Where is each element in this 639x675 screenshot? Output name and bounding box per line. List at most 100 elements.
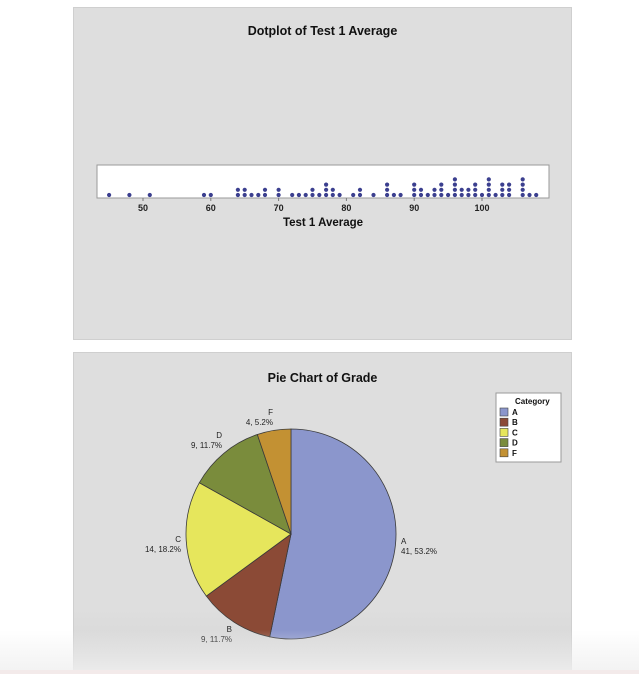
legend-swatch-f xyxy=(499,448,509,458)
dot xyxy=(324,192,329,198)
x-tick-label: 50 xyxy=(138,203,148,213)
dot xyxy=(486,177,491,182)
legend-swatch-d xyxy=(499,438,509,447)
pie-label-f-value: 4, 5.2% xyxy=(246,418,273,427)
dot xyxy=(486,187,491,192)
dot xyxy=(385,192,390,198)
dot xyxy=(459,192,464,198)
pie-panel: Pie Chart of Grade A 41, 53.2% B 9, 11.7… xyxy=(73,352,572,674)
pie-label-d: D 9, 11.7% xyxy=(191,431,222,450)
dot xyxy=(330,192,335,198)
dot xyxy=(446,192,451,198)
dot xyxy=(500,182,505,187)
dot xyxy=(127,192,132,198)
dot xyxy=(330,187,335,192)
dot xyxy=(500,187,505,192)
legend-label-d: D xyxy=(512,439,518,448)
dot xyxy=(147,192,152,198)
dot xyxy=(507,187,512,192)
dot xyxy=(473,192,478,198)
x-tick-label: 80 xyxy=(341,203,351,213)
legend-swatch-c xyxy=(499,428,509,437)
legend-label-c: C xyxy=(512,428,518,437)
pie-label-f: F 4, 5.2% xyxy=(246,408,273,427)
dot xyxy=(432,187,437,192)
dot xyxy=(520,192,525,198)
dot xyxy=(385,187,390,192)
dot xyxy=(473,187,478,192)
legend-label-b: B xyxy=(512,418,518,427)
dot xyxy=(500,192,505,198)
dot xyxy=(296,192,301,198)
dot xyxy=(439,192,444,198)
x-tick-label: 70 xyxy=(274,203,284,213)
dot xyxy=(324,187,329,192)
dot xyxy=(418,187,424,192)
dot xyxy=(479,192,485,198)
dotplot-dots xyxy=(107,177,539,198)
pie-label-b-value: 9, 11.7% xyxy=(201,635,232,644)
x-tick-label: 100 xyxy=(474,203,489,213)
x-tick-label: 60 xyxy=(206,203,216,213)
legend-label-f: F xyxy=(512,449,517,458)
pie-label-c-name: C xyxy=(175,535,181,544)
pie-title: Pie Chart of Grade xyxy=(267,371,378,385)
dot xyxy=(432,192,437,198)
dot xyxy=(310,187,315,192)
dot xyxy=(439,187,444,192)
x-tick-label: 90 xyxy=(409,203,419,213)
dot xyxy=(262,192,268,198)
dot xyxy=(201,192,207,198)
dot xyxy=(256,192,261,198)
dotplot-x-axis: 50 60 70 80 90 100 xyxy=(138,198,490,213)
dot xyxy=(425,192,430,198)
dotplot-title: Dotplot of Test 1 Average xyxy=(247,24,398,38)
pie-label-f-name: F xyxy=(268,408,273,417)
dot xyxy=(466,187,471,192)
pie-slice-c xyxy=(185,482,292,597)
bottom-edge xyxy=(0,670,639,674)
dot xyxy=(520,177,525,182)
dot xyxy=(398,192,403,198)
pie-label-c: C 14, 18.2% xyxy=(145,535,181,554)
legend-label-a: A xyxy=(512,408,518,417)
pie-label-b-name: B xyxy=(227,625,232,634)
dot xyxy=(534,192,539,198)
dotplot-x-label: Test 1 Average xyxy=(283,217,363,229)
pie-slices xyxy=(185,428,397,640)
dot xyxy=(242,187,247,192)
dot xyxy=(262,187,268,192)
legend-swatch-b xyxy=(499,417,509,427)
dot xyxy=(303,192,308,198)
dot xyxy=(412,182,417,187)
dot xyxy=(452,182,457,187)
dot xyxy=(351,192,356,198)
dot xyxy=(520,182,525,187)
pie-label-a-value: 41, 53.2% xyxy=(401,547,437,556)
dot xyxy=(337,192,342,198)
dot xyxy=(459,187,464,192)
dotplot-data-region xyxy=(96,164,550,199)
dot xyxy=(357,192,363,198)
pie-label-d-value: 9, 11.7% xyxy=(191,441,222,450)
dot xyxy=(452,177,457,182)
pie-canvas: A 41, 53.2% B 9, 11.7% C 14, 18.2% D 9, … xyxy=(145,392,562,644)
dot xyxy=(439,182,444,187)
dot xyxy=(235,192,240,198)
dot xyxy=(357,187,363,192)
pie-label-d-name: D xyxy=(216,431,222,440)
dot xyxy=(452,192,457,198)
dot xyxy=(486,182,491,187)
dot xyxy=(208,192,213,198)
dot xyxy=(324,182,329,187)
dot xyxy=(310,192,315,198)
dot xyxy=(412,187,417,192)
dot xyxy=(385,182,390,187)
dot xyxy=(412,192,417,198)
dot xyxy=(418,192,424,198)
pie-label-b: B 9, 11.7% xyxy=(201,625,232,644)
legend-title: Category xyxy=(515,397,550,406)
dot xyxy=(276,187,281,192)
dot xyxy=(391,192,396,198)
